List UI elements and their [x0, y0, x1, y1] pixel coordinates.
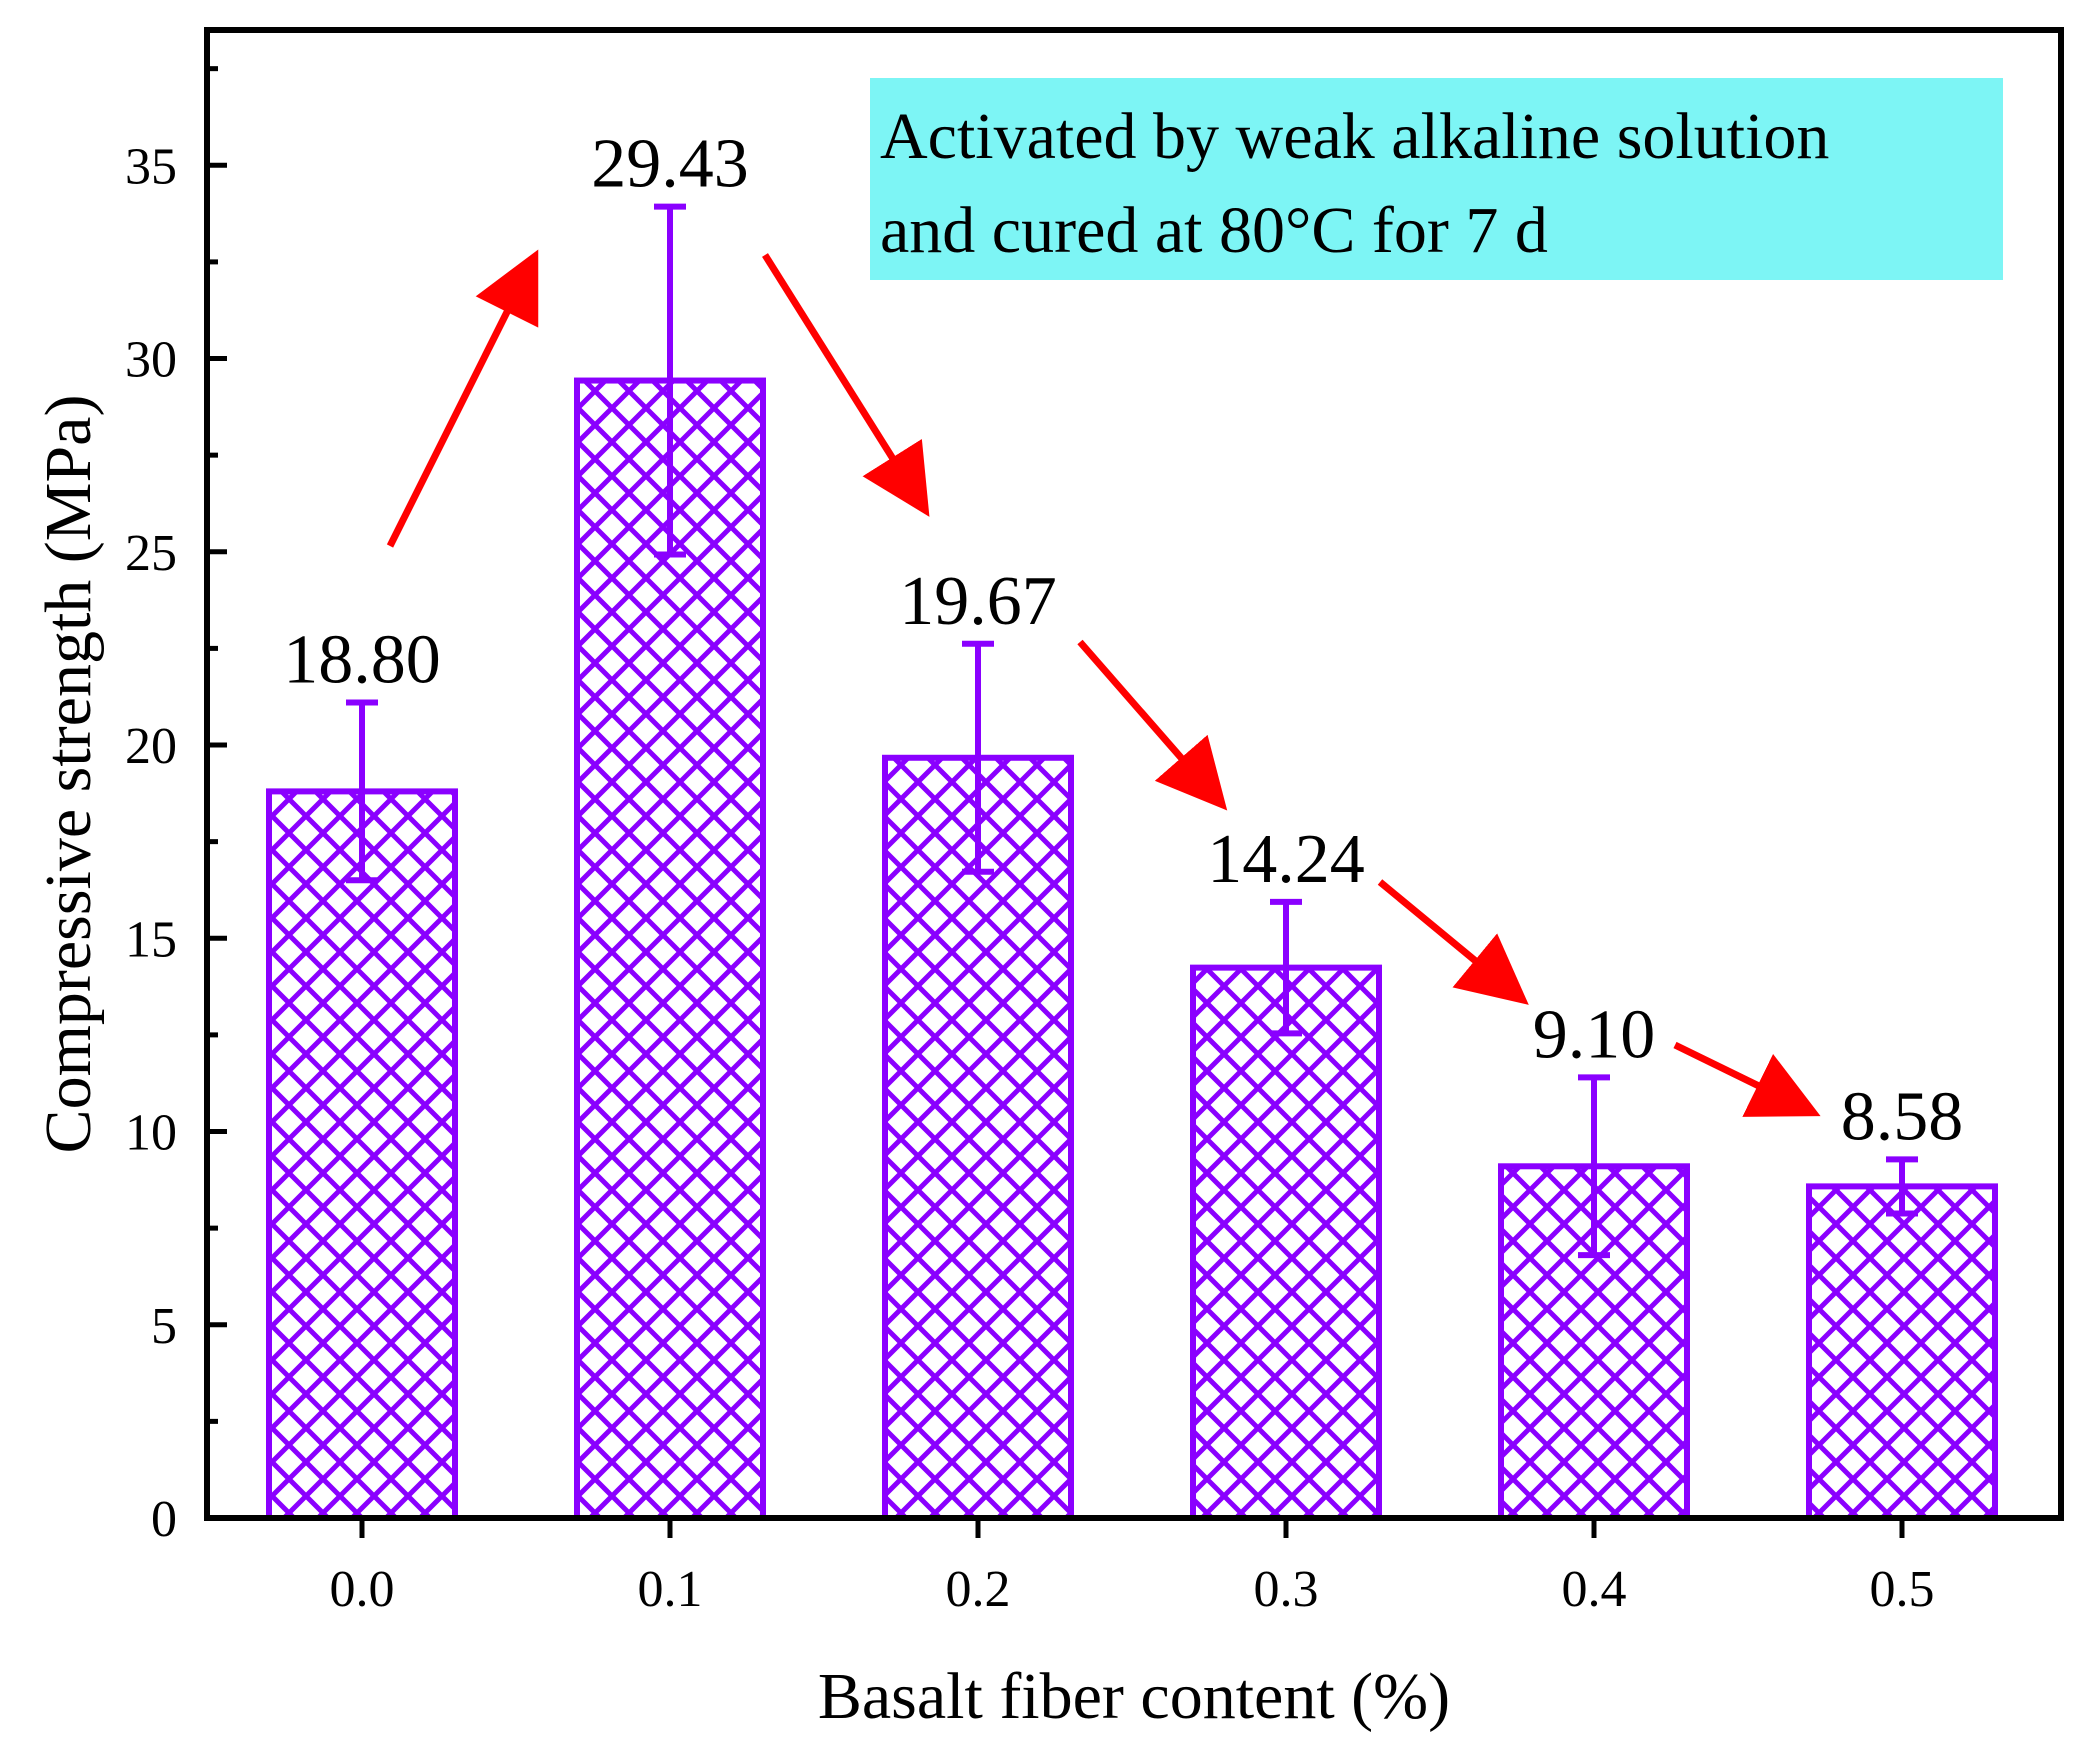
y-tick-label: 25: [125, 525, 177, 582]
y-tick-label: 10: [125, 1105, 177, 1162]
annotation-box: Activated by weak alkaline solution and …: [870, 78, 2003, 280]
plot-frame: [204, 27, 2064, 1521]
y-tick-label: 0: [151, 1491, 177, 1548]
data-label-0.4: 9.10: [1533, 996, 1656, 1073]
x-tick-label: 0.2: [946, 1561, 1011, 1618]
x-axis-title: Basalt fiber content (%): [818, 1660, 1450, 1733]
bar-0.5: [1806, 1183, 1998, 1521]
data-label-0.3: 14.24: [1207, 821, 1365, 898]
data-label-0.2: 19.67: [899, 563, 1057, 640]
y-tick-label: 35: [125, 138, 177, 195]
bar-0.3: [1190, 964, 1382, 1521]
trend-arrow-down-1: [762, 253, 930, 517]
y-tick-label: 30: [125, 332, 177, 389]
data-label-0.5: 8.58: [1841, 1078, 1964, 1155]
y-tick-label: 15: [125, 911, 177, 968]
data-label-0.0: 18.80: [283, 621, 441, 698]
x-tick-label: 0.4: [1562, 1561, 1627, 1618]
trend-arrow-down-2: [1077, 639, 1228, 811]
y-axis-title: Compressive strength (MPa): [32, 395, 105, 1154]
trend-arrows: [386, 249, 1821, 1117]
y-tick-label: 5: [151, 1298, 177, 1355]
trend-arrow-down-4: [1673, 1041, 1821, 1117]
bar-0.0: [266, 788, 458, 1521]
annotation-background: [870, 78, 2003, 280]
annotation-line-1: Activated by weak alkaline solution: [880, 100, 1829, 173]
y-tick-label: 20: [125, 718, 177, 775]
x-axis: 0.0 0.1 0.2 0.3 0.4 0.5: [330, 1518, 1935, 1618]
data-labels: 18.80 29.43 19.67 14.24 9.10 8.58: [283, 126, 1963, 1156]
data-label-0.1: 29.43: [591, 126, 749, 203]
x-tick-label: 0.0: [330, 1561, 395, 1618]
x-tick-label: 0.1: [638, 1561, 703, 1618]
x-tick-label: 0.5: [1870, 1561, 1935, 1618]
bars: [266, 203, 1998, 1522]
trend-arrow-up: [386, 249, 539, 548]
y-axis: 0 5 10 15 20 25 30 35: [125, 66, 227, 1548]
annotation-line-2: and cured at 80°C for 7 d: [880, 194, 1548, 267]
x-tick-label: 0.3: [1254, 1561, 1319, 1618]
trend-arrow-down-3: [1377, 879, 1529, 1005]
